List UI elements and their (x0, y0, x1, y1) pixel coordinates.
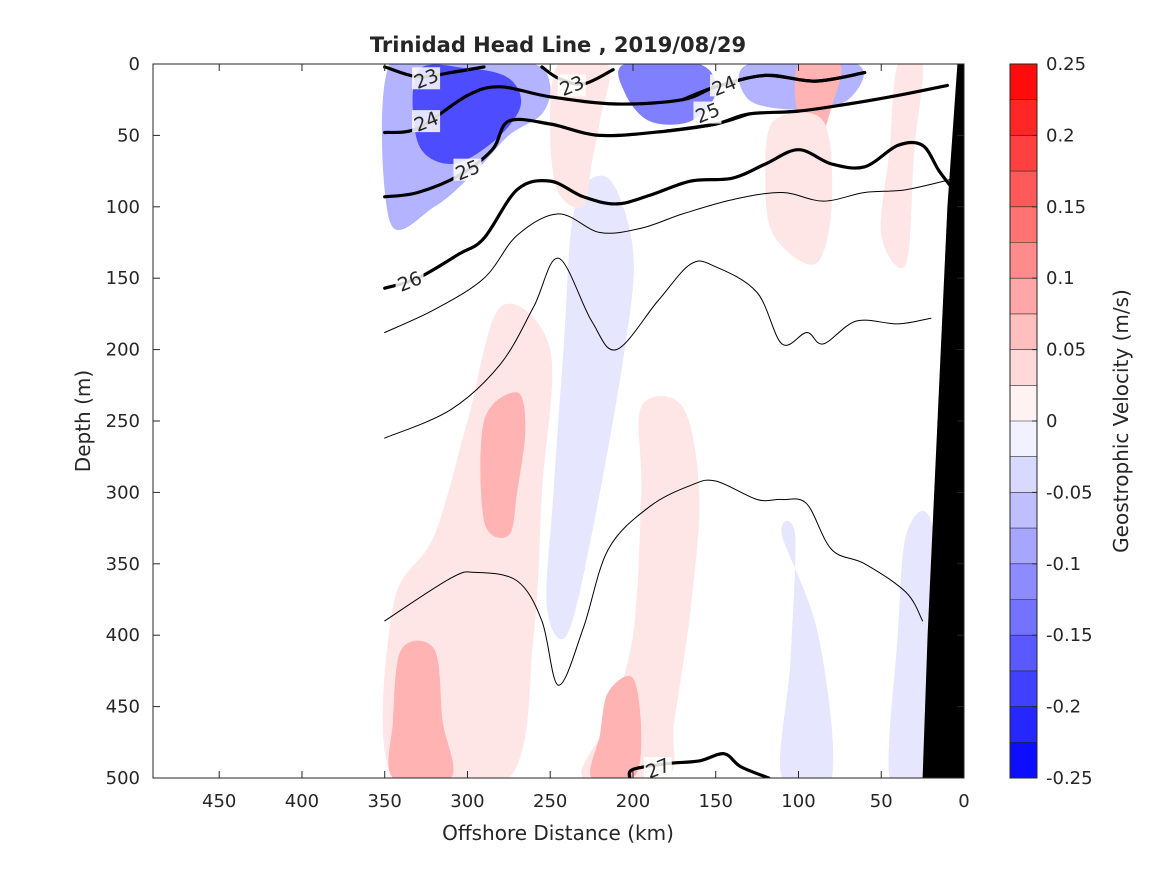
velocity-patch-14 (765, 112, 833, 265)
x-tick-label-0: 450 (202, 791, 236, 812)
x-axis: 450 400 350 300 250 200 150 100 50 0 (202, 64, 970, 812)
colorbar-band-7 (1010, 313, 1037, 351)
velocity-patch-1 (412, 64, 522, 164)
y-tick-label-9: 450 (106, 697, 140, 718)
colorbar-tick-label-10: -0.25 (1046, 768, 1093, 789)
x-axis-label: Offshore Distance (km) (442, 821, 674, 845)
colorbar-tick-label-8: -0.15 (1046, 625, 1093, 646)
colorbar-band-10 (1010, 421, 1037, 458)
y-tick-label-8: 400 (106, 625, 140, 646)
contour-label-bg-7 (643, 757, 672, 780)
colorbar-band-4 (1010, 206, 1037, 243)
colorbar-band-12 (1010, 492, 1037, 529)
x-tick-label-1: 400 (285, 791, 319, 812)
colorbar-band-16 (1010, 635, 1037, 672)
colorbar-tick-label-6: -0.05 (1046, 482, 1093, 503)
y-tick-label-7: 350 (106, 554, 140, 575)
colorbar-band-19 (1010, 742, 1037, 779)
velocity-patch-11 (590, 675, 642, 778)
colorbar-label: Geostrophic Velocity (m/s) (1109, 289, 1133, 553)
colorbar-tick-label-4: 0.05 (1046, 340, 1086, 361)
x-tick-label-7: 100 (781, 791, 815, 812)
colorbar-band-6 (1010, 278, 1037, 315)
colorbar-band-18 (1010, 706, 1037, 743)
colorbar-band-8 (1010, 349, 1037, 386)
y-axis: 0 50 100 150 200 250 300 350 400 450 500 (106, 54, 964, 789)
contour-label-bg-4 (453, 158, 482, 181)
colorbar-band-17 (1010, 670, 1037, 708)
chart-title: Trinidad Head Line , 2019/08/29 (370, 33, 746, 57)
colorbar-band-1 (1010, 99, 1037, 136)
colorbar-band-3 (1010, 171, 1037, 208)
y-tick-label-10: 500 (106, 768, 140, 789)
x-tick-label-3: 300 (450, 791, 484, 812)
velocity-patch-2 (618, 64, 717, 125)
y-tick-label-3: 150 (106, 268, 140, 289)
sigma-contour-8 (384, 177, 957, 333)
colorbar-tick-label-5: 0 (1046, 411, 1057, 432)
sigma-contour-6 (383, 140, 958, 290)
velocity-patch-15 (880, 64, 924, 269)
x-tick-label-9: 0 (958, 791, 969, 812)
y-tick-label-5: 250 (106, 411, 140, 432)
colorbar-band-14 (1010, 563, 1037, 600)
colorbar-band-13 (1010, 528, 1037, 565)
sigma-contour-5 (664, 112, 751, 133)
velocity-patch-5 (779, 520, 834, 778)
colorbar-tick-label-1: 0.2 (1046, 125, 1075, 146)
contour-label-bg-2 (412, 110, 441, 133)
y-tick-label-6: 300 (106, 482, 140, 503)
velocity-patch-4 (546, 175, 634, 640)
velocity-patch-10 (581, 395, 700, 778)
colorbar-band-11 (1010, 456, 1037, 493)
sigma-contour-10 (384, 479, 924, 686)
contour-label-bg-0 (412, 67, 441, 90)
sigma-contour-3 (681, 71, 867, 102)
y-tick-label-1: 50 (117, 125, 140, 146)
bathymetry (922, 64, 964, 778)
contour-label-bg-5 (693, 101, 722, 124)
velocity-patch-9 (388, 640, 454, 778)
contour-label-bg-6 (395, 270, 424, 293)
colorbar-tick-label-9: -0.2 (1046, 697, 1081, 718)
y-tick-label-2: 100 (106, 197, 140, 218)
y-tick-label-4: 200 (106, 340, 140, 361)
x-tick-label-2: 350 (368, 791, 402, 812)
x-tick-label-8: 50 (870, 791, 893, 812)
colorbar-band-9 (1010, 385, 1037, 422)
x-tick-label-4: 250 (533, 791, 567, 812)
x-tick-label-5: 200 (616, 791, 650, 812)
sigma-contour-7 (627, 752, 771, 778)
y-axis-label: Depth (m) (71, 370, 95, 472)
colorbar-band-0 (1010, 64, 1037, 101)
colorbar-tick-label-3: 0.1 (1046, 268, 1075, 289)
contour-label-bg-1 (557, 74, 586, 97)
x-tick-label-6: 150 (699, 791, 733, 812)
colorbar-band-15 (1010, 599, 1037, 636)
colorbar-tick-label-7: -0.1 (1046, 554, 1081, 575)
contour-label-bg-3 (710, 74, 739, 97)
colorbar-band-2 (1010, 135, 1037, 172)
sigma-contour-9 (384, 257, 932, 439)
y-tick-label-0: 0 (129, 54, 140, 75)
colorbar: 0.25 0.2 0.15 0.1 0.05 0 -0.05 -0.1 -0.15 -0.2 -0.… (1009, 54, 1093, 789)
colorbar-tick-label-2: 0.15 (1046, 197, 1086, 218)
velocity-patch-8 (480, 392, 526, 538)
colorbar-tick-label-0: 0.25 (1046, 54, 1086, 75)
bathymetry-wedge (922, 64, 964, 778)
colorbar-band-5 (1010, 242, 1037, 279)
